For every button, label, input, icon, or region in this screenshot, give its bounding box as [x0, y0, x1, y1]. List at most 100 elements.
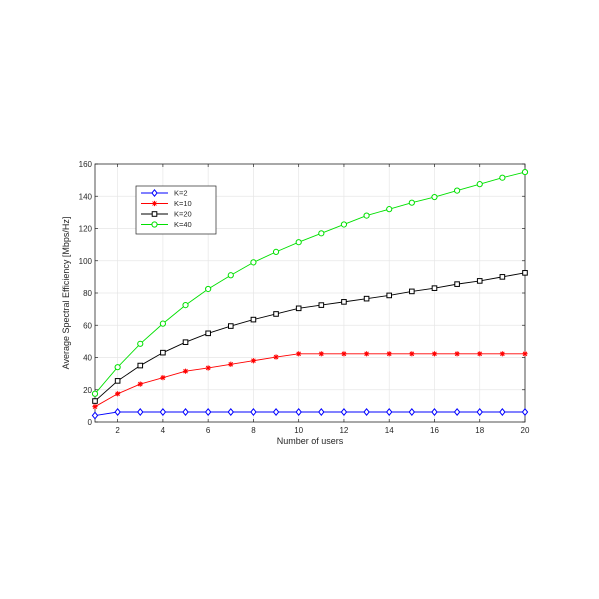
x-tick-label: 18 — [475, 426, 484, 435]
legend-item: K=10 — [141, 199, 192, 208]
legend-box — [135, 185, 217, 235]
legend-marker — [151, 221, 158, 228]
data-point — [114, 378, 121, 384]
y-axis-label: Average Spectral Efficiency [Mbps/Hz] — [61, 217, 71, 370]
data-point — [182, 408, 189, 416]
data-point — [431, 193, 438, 201]
data-point — [137, 381, 143, 387]
data-point — [137, 340, 144, 347]
data-point — [318, 302, 325, 308]
data-point — [499, 408, 506, 416]
data-point — [499, 351, 505, 357]
legend-label: K=2 — [174, 189, 188, 198]
data-point — [92, 404, 98, 410]
x-tick-label: 6 — [206, 426, 211, 435]
y-tick-label: 60 — [83, 321, 92, 330]
y-tick-label: 100 — [79, 257, 93, 266]
x-tick-label: 20 — [521, 426, 530, 435]
data-point — [522, 351, 528, 357]
series-line — [94, 171, 526, 395]
data-point — [204, 408, 212, 416]
data-point — [431, 285, 438, 291]
y-tick-label: 120 — [79, 225, 93, 234]
legend-item: K=2 — [141, 189, 188, 198]
data-point — [340, 408, 348, 416]
legend-marker — [151, 211, 158, 217]
x-tick-label: 4 — [161, 426, 166, 435]
data-point — [454, 187, 461, 194]
grid — [95, 164, 526, 422]
y-tick-label: 80 — [83, 289, 92, 298]
y-tick-label: 20 — [83, 386, 92, 395]
data-point — [91, 390, 99, 397]
data-point — [341, 351, 347, 357]
data-point — [409, 351, 415, 357]
data-point — [386, 351, 392, 357]
x-tick-label: 16 — [430, 426, 439, 435]
legend-item: K=40 — [141, 220, 192, 229]
data-point — [205, 285, 212, 293]
data-point — [250, 259, 257, 266]
series-k-40 — [91, 168, 529, 397]
series-line — [94, 272, 526, 402]
data-point — [296, 351, 302, 357]
data-point — [454, 351, 460, 357]
data-point — [114, 408, 121, 416]
data-point — [318, 408, 325, 416]
y-tick-label: 40 — [83, 354, 92, 363]
data-point — [227, 272, 234, 279]
data-point — [386, 206, 393, 213]
data-point — [273, 311, 279, 317]
series-k-10 — [92, 351, 528, 410]
data-point — [340, 221, 348, 228]
data-point — [227, 323, 234, 329]
data-point — [521, 408, 529, 416]
legend-label: K=20 — [174, 210, 192, 219]
data-point — [250, 358, 257, 364]
data-point — [363, 351, 370, 357]
y-tick-label: 140 — [79, 192, 93, 201]
data-point — [182, 301, 189, 309]
series-line — [94, 353, 525, 408]
data-point — [499, 174, 506, 181]
data-point — [160, 349, 166, 356]
x-tick-label: 2 — [115, 426, 120, 435]
y-tick-label: 0 — [88, 418, 93, 427]
data-point — [182, 368, 189, 374]
data-point — [521, 168, 529, 176]
data-point — [137, 408, 144, 416]
x-tick-label: 12 — [339, 426, 348, 435]
data-point — [272, 408, 280, 416]
data-point — [454, 281, 460, 287]
legend: K=2K=10 K=20K=40 — [135, 185, 217, 235]
data-point — [159, 320, 166, 327]
data-point — [409, 288, 415, 295]
data-point — [205, 330, 211, 337]
data-point — [499, 274, 506, 280]
data-point — [363, 295, 370, 302]
data-point — [137, 362, 144, 369]
data-point — [522, 270, 528, 276]
data-point — [318, 351, 324, 357]
data-point — [408, 408, 416, 416]
data-point — [227, 408, 235, 416]
series-lines — [91, 168, 529, 420]
data-point — [386, 292, 393, 299]
data-point — [160, 375, 166, 381]
data-point — [431, 351, 438, 357]
legend-marker — [151, 200, 158, 207]
data-point — [295, 305, 302, 312]
data-point — [295, 239, 302, 246]
data-point — [476, 408, 483, 416]
data-point — [92, 398, 98, 404]
series-k-2 — [91, 408, 529, 420]
data-point — [205, 365, 211, 371]
legend-marker — [151, 189, 158, 197]
data-point — [295, 408, 302, 416]
data-point — [159, 408, 167, 416]
data-point — [272, 248, 280, 255]
y-tick-label: 160 — [79, 160, 93, 169]
legend-item: K=20 — [141, 210, 192, 219]
